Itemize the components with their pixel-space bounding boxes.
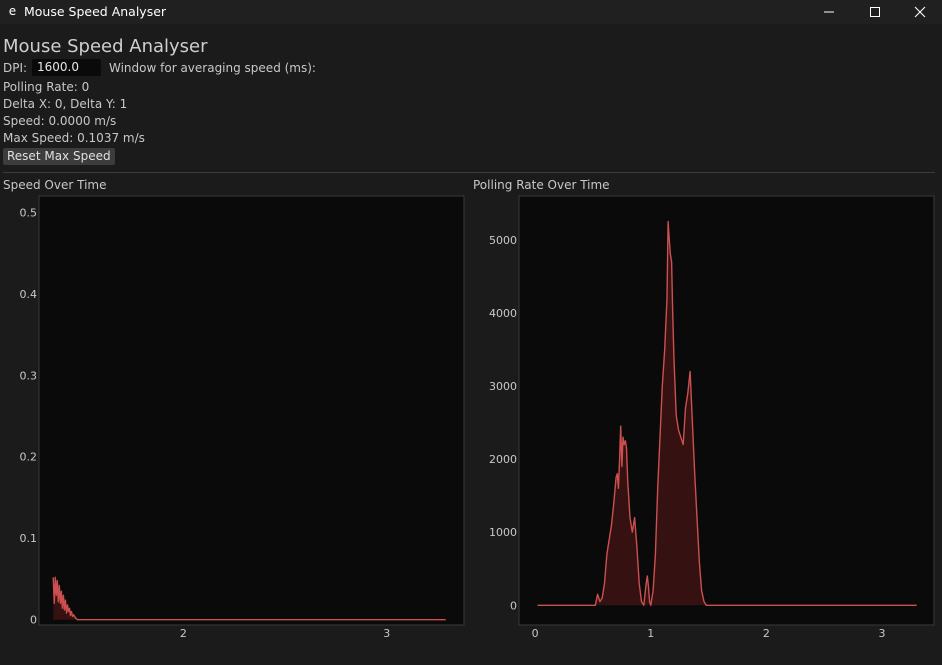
x-tick-label: 1 — [647, 627, 654, 640]
averaging-window-label: Window for averaging speed (ms): — [109, 61, 316, 75]
series-line — [537, 220, 917, 606]
y-tick-label: 0.4 — [20, 288, 38, 301]
polling-plot-title: Polling Rate Over Time — [473, 178, 610, 192]
plot-area[interactable] — [38, 195, 465, 626]
y-tick-label: 0 — [30, 614, 37, 627]
y-tick-label: 0.1 — [20, 532, 38, 545]
speed-plot-title: Speed Over Time — [3, 178, 107, 192]
x-tick-label: 0 — [532, 627, 539, 640]
app-heading: Mouse Speed Analyser — [3, 36, 208, 57]
maximize-icon — [870, 7, 880, 17]
close-button[interactable] — [897, 0, 942, 24]
y-tick-label: 1000 — [489, 526, 517, 539]
x-tick-label: 2 — [180, 627, 187, 640]
y-tick-label: 0 — [510, 599, 517, 612]
divider — [3, 172, 935, 173]
y-tick-label: 0.3 — [20, 369, 38, 382]
delta-text: Delta X: 0, Delta Y: 1 — [3, 97, 128, 111]
polling-rate-text: Polling Rate: 0 — [3, 80, 90, 94]
app-icon: e — [8, 4, 17, 18]
y-tick-label: 0.2 — [20, 451, 38, 464]
dpi-input[interactable]: 1600.0 — [32, 59, 101, 76]
speed-text: Speed: 0.0000 m/s — [3, 114, 117, 128]
x-tick-label: 3 — [383, 627, 390, 640]
minimize-icon — [824, 11, 834, 13]
maximize-button[interactable] — [852, 0, 898, 24]
main-panel: Mouse Speed Analyser DPI: 1600.0 Window … — [0, 24, 942, 665]
speed-over-time-chart[interactable]: 0 0.1 0.2 0.3 0.4 0.5 2 3 — [20, 195, 465, 640]
plot-area[interactable] — [518, 195, 935, 626]
y-tick-label: 2000 — [489, 453, 517, 466]
max-speed-text: Max Speed: 0.1037 m/s — [3, 131, 145, 145]
y-tick-label: 0.5 — [20, 206, 38, 219]
title-bar[interactable]: e Mouse Speed Analyser — [0, 0, 942, 24]
close-icon — [914, 6, 926, 18]
polling-rate-over-time-chart[interactable]: 0 1000 2000 3000 4000 5000 0 1 2 3 — [489, 195, 935, 640]
window-title: Mouse Speed Analyser — [24, 4, 167, 19]
y-tick-label: 3000 — [489, 380, 517, 393]
x-tick-label: 3 — [878, 627, 885, 640]
dpi-label: DPI: — [3, 61, 28, 75]
y-tick-label: 5000 — [489, 234, 517, 247]
y-tick-label: 4000 — [489, 307, 517, 320]
series-line — [52, 576, 446, 621]
minimize-button[interactable] — [806, 0, 852, 24]
reset-max-speed-button[interactable]: Reset Max Speed — [3, 148, 115, 165]
x-tick-label: 2 — [763, 627, 770, 640]
